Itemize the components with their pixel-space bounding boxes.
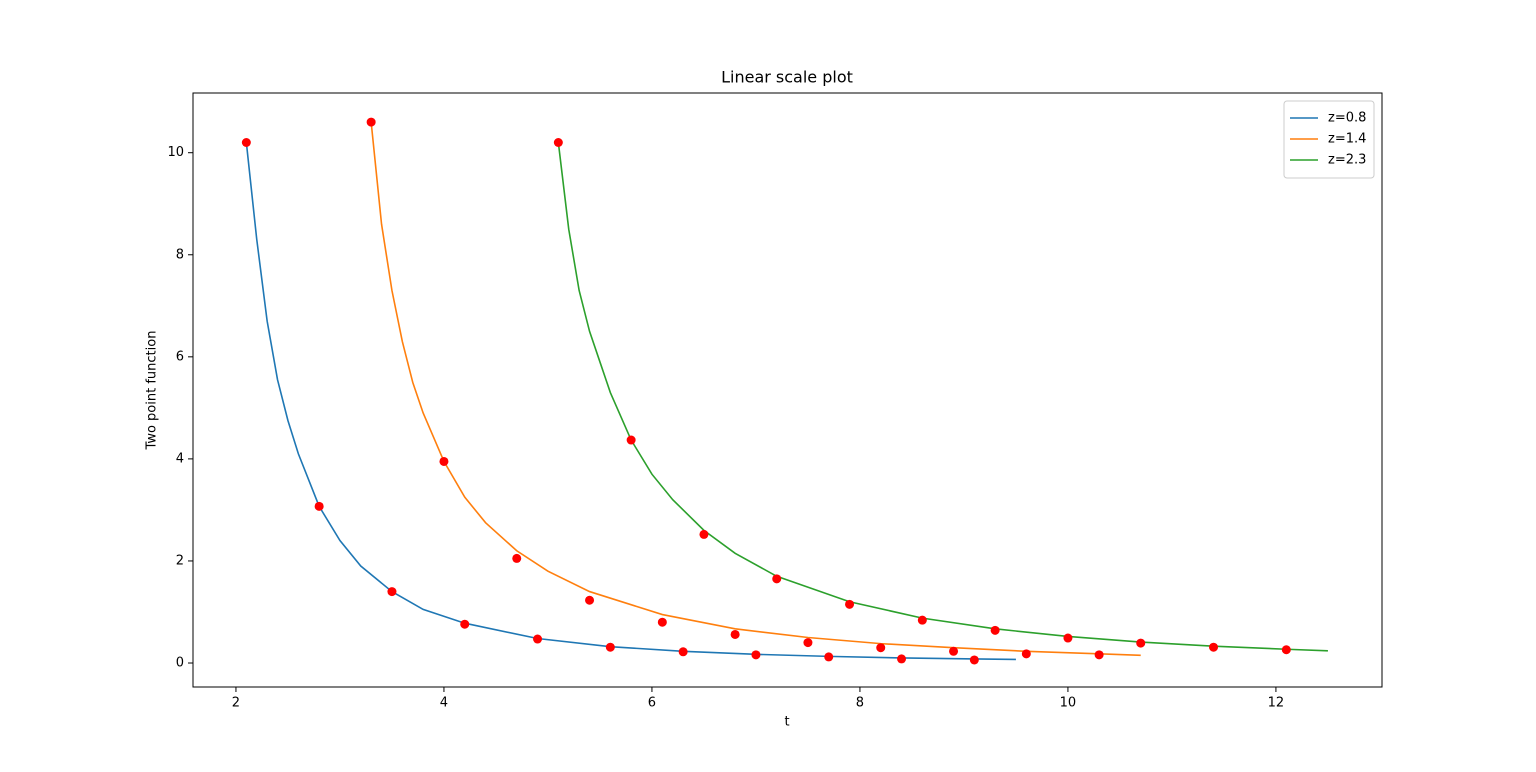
- data-point: [387, 587, 397, 597]
- legend-label: z=1.4: [1328, 132, 1366, 147]
- y-tick-label: 4: [176, 451, 184, 466]
- data-point: [678, 647, 688, 657]
- legend-label: z=2.3: [1328, 153, 1366, 168]
- data-point: [605, 642, 615, 652]
- y-tick-label: 10: [167, 145, 184, 160]
- x-axis-label: t: [784, 715, 789, 730]
- data-point: [1063, 633, 1073, 643]
- legend-label: z=0.8: [1328, 111, 1366, 126]
- data-point: [366, 117, 376, 127]
- data-point: [772, 574, 782, 584]
- data-point: [314, 501, 324, 511]
- series-line: [557, 142, 1328, 652]
- data-point: [585, 595, 595, 605]
- series-line: [245, 142, 1016, 661]
- y-axis-label: Two point function: [145, 331, 160, 451]
- y-tick-label: 6: [176, 349, 184, 364]
- legend: z=0.8 z=1.4 z=2.3: [1283, 100, 1375, 179]
- data-point: [460, 619, 470, 629]
- data-point: [845, 599, 855, 609]
- data-point: [241, 138, 251, 147]
- x-tick-label: 10: [1060, 696, 1077, 711]
- legend-box: [1283, 100, 1375, 179]
- data-point: [553, 138, 563, 147]
- data-point: [439, 456, 449, 466]
- x-tick-label: 4: [440, 696, 448, 711]
- data-point: [1094, 650, 1104, 660]
- data-point: [990, 625, 1000, 635]
- data-point: [1021, 649, 1031, 659]
- x-tick-label: 12: [1268, 696, 1285, 711]
- data-point: [751, 650, 761, 660]
- data-point: [917, 615, 927, 625]
- data-point: [803, 638, 813, 648]
- data-point: [876, 643, 886, 653]
- data-point: [824, 652, 834, 662]
- y-tick-label: 0: [176, 656, 184, 671]
- y-tick-label: 8: [176, 247, 184, 262]
- data-point: [1281, 645, 1291, 655]
- data-point: [1209, 642, 1219, 652]
- x-tick-label: 2: [232, 696, 240, 711]
- data-point: [730, 629, 740, 639]
- data-point: [626, 435, 636, 445]
- data-point: [897, 654, 907, 664]
- x-tick-label: 6: [648, 696, 656, 711]
- x-tick-label: 8: [856, 696, 864, 711]
- data-point: [699, 529, 709, 539]
- data-point: [1136, 638, 1146, 648]
- plot-frame: [192, 92, 1383, 688]
- data-point: [657, 617, 667, 627]
- data-point: [949, 646, 959, 656]
- data-point: [512, 553, 522, 563]
- data-point: [969, 655, 979, 665]
- data-point: [533, 634, 543, 644]
- series-line: [370, 122, 1141, 657]
- chart-title: Linear scale plot: [721, 68, 853, 87]
- y-tick-label: 2: [176, 553, 184, 568]
